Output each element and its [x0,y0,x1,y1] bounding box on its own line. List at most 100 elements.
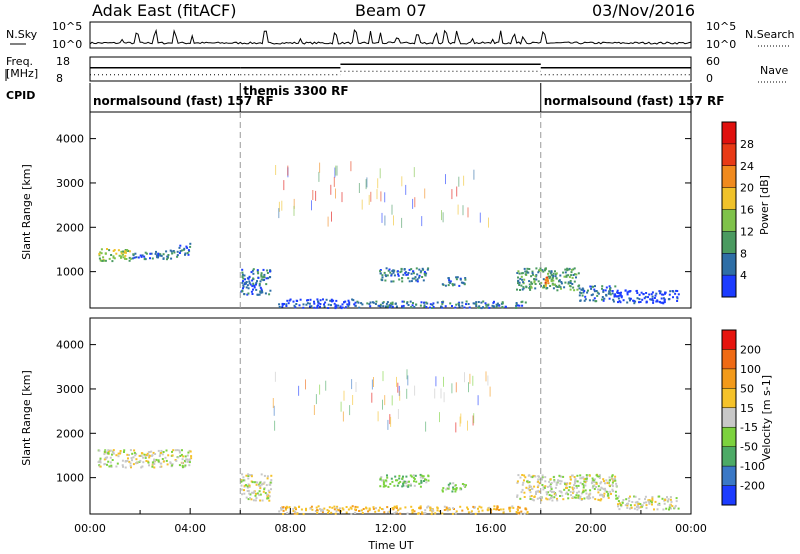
scatter-cell [528,280,531,283]
scatter-cell [112,452,115,455]
scatter-cell [135,452,138,455]
scatter-cell [268,483,271,486]
scatter-cell [588,495,591,498]
scatter-cell [624,504,627,507]
scatter-cell [527,481,530,484]
scatter-cell [254,499,257,502]
scatter-cell [242,280,244,283]
scatter-cell [117,452,120,455]
scatter-cell [546,276,549,279]
scatter-cell [573,496,576,499]
scatter-cell [250,474,253,476]
scatter-cell [547,491,550,494]
scatter-cell [421,267,424,270]
scatter-cell [253,481,256,484]
scatter-cell [624,289,627,292]
scatter-cell [552,287,555,290]
scatter-cell [185,245,188,248]
scatter-cell [532,499,535,502]
scatter-cell [619,301,622,304]
scatter-cell [405,273,408,276]
streak-cell [368,194,370,205]
scatter-cell [262,276,265,279]
scatter-cell [523,278,526,281]
scatter-cell [263,487,266,490]
scatter-cell [336,508,339,511]
scatter-cell [386,305,389,308]
scatter-cell [589,489,592,492]
streak-cell [399,390,401,401]
scatter-cell [549,478,552,481]
scatter-cell [184,252,187,255]
scatter-cell [381,276,384,279]
scatter-cell [160,452,163,454]
scatter-cell [394,302,397,305]
scatter-cell [576,474,579,477]
scatter-cell [330,298,333,301]
scatter-cell [620,291,622,294]
scatter-cell [306,302,309,305]
scatter-cell [431,307,434,309]
scatter-cell [555,272,558,275]
scatter-cell [372,507,375,510]
scatter-cell [424,274,427,277]
scatter-cell [592,479,595,482]
scatter-cell [292,300,295,303]
streak-cell [468,382,469,393]
scatter-cell [650,293,653,296]
scatter-cell [387,269,390,272]
streak-cell [488,217,489,228]
scatter-cell [553,479,556,482]
scatter-cell [391,302,394,305]
streak-cell [283,180,285,191]
scatter-cell [616,497,619,500]
scatter-cell [590,287,593,290]
scatter-cell [546,485,549,488]
scatter-cell [368,507,371,510]
scatter-cell [344,300,347,303]
scatter-cell [145,460,148,462]
scatter-cell [244,281,247,284]
scatter-cell [653,297,656,299]
noise-right-tick-top: 10^5 [706,20,736,33]
scatter-cell [159,462,162,465]
scatter-cell [410,268,413,271]
scatter-cell [241,276,244,278]
scatter-cell [544,480,547,483]
scatter-cell [523,479,525,482]
streak-cell [315,394,317,405]
scatter-cell [267,494,270,497]
scatter-cell [598,475,601,478]
scatter-cell [141,254,144,257]
scatter-cell [259,481,262,484]
scatter-cell [178,252,181,254]
scatter-cell [381,279,384,282]
scatter-cell [560,287,562,290]
scatter-cell [676,300,679,302]
scatter-cell [584,489,587,492]
scatter-cell [327,303,330,306]
scatter-cell [424,512,427,515]
scatter-cell [169,462,172,465]
scatter-cell [565,491,568,494]
scatter-cell [425,301,428,304]
scatter-cell [586,476,588,479]
cpid-label: CPID [6,89,35,102]
scatter-cell [638,498,641,501]
scatter-cell [358,510,360,512]
scatter-cell [614,479,617,482]
scatter-cell [397,273,400,276]
scatter-cell [554,492,557,495]
scatter-cell [571,276,574,279]
scatter-cell [285,305,288,307]
colorbar-frame [721,329,737,506]
scatter-cell [617,500,620,503]
scatter-cell [519,497,522,500]
scatter-cell [482,300,485,303]
scatter-cell [491,304,494,307]
scatter-cell [393,512,396,515]
scatter-cell [242,285,245,288]
scatter-cell [458,305,461,308]
scatter-cell [412,474,415,477]
scatter-cell [601,285,604,288]
